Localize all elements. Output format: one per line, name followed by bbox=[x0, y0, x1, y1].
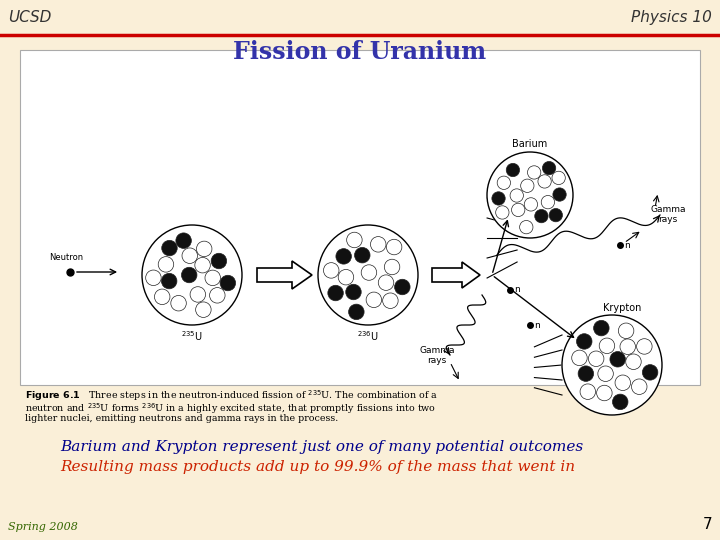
Circle shape bbox=[323, 262, 339, 278]
Circle shape bbox=[354, 247, 370, 263]
Text: n: n bbox=[514, 286, 520, 294]
Text: neutron and $^{235}$U forms $^{236}$U in a highly excited state, that promptly f: neutron and $^{235}$U forms $^{236}$U in… bbox=[25, 401, 436, 416]
Circle shape bbox=[577, 334, 592, 349]
Circle shape bbox=[642, 364, 658, 380]
Circle shape bbox=[511, 203, 525, 217]
Text: Gamma
rays: Gamma rays bbox=[419, 346, 455, 365]
Circle shape bbox=[510, 189, 523, 202]
Circle shape bbox=[145, 270, 161, 286]
Circle shape bbox=[593, 320, 609, 336]
Circle shape bbox=[598, 366, 613, 381]
Circle shape bbox=[196, 302, 211, 318]
Circle shape bbox=[190, 287, 206, 302]
Text: Physics 10: Physics 10 bbox=[631, 10, 712, 25]
Circle shape bbox=[176, 233, 192, 248]
Text: n: n bbox=[624, 240, 630, 249]
Circle shape bbox=[220, 275, 235, 291]
Text: Gamma
rays: Gamma rays bbox=[650, 205, 685, 225]
Circle shape bbox=[538, 175, 552, 188]
Circle shape bbox=[361, 265, 377, 280]
Circle shape bbox=[620, 339, 636, 354]
FancyBboxPatch shape bbox=[20, 50, 700, 385]
Circle shape bbox=[395, 279, 410, 295]
Circle shape bbox=[210, 288, 225, 303]
Text: Barium and Krypton represent just one of many potential outcomes: Barium and Krypton represent just one of… bbox=[60, 440, 583, 454]
Circle shape bbox=[542, 161, 556, 175]
Circle shape bbox=[626, 354, 642, 369]
Circle shape bbox=[631, 379, 647, 394]
Circle shape bbox=[328, 285, 343, 301]
Polygon shape bbox=[432, 262, 480, 288]
Circle shape bbox=[162, 240, 177, 256]
Text: Spring 2008: Spring 2008 bbox=[8, 522, 78, 532]
Text: $^{236}$U: $^{236}$U bbox=[357, 329, 379, 343]
Circle shape bbox=[155, 289, 170, 305]
Circle shape bbox=[541, 195, 554, 209]
Circle shape bbox=[498, 176, 510, 190]
Circle shape bbox=[588, 351, 604, 367]
Circle shape bbox=[552, 171, 565, 185]
Circle shape bbox=[572, 350, 588, 366]
Circle shape bbox=[520, 220, 533, 234]
Circle shape bbox=[348, 304, 364, 320]
Text: 7: 7 bbox=[703, 517, 712, 532]
Circle shape bbox=[158, 256, 174, 272]
Circle shape bbox=[495, 206, 509, 219]
Circle shape bbox=[171, 295, 186, 311]
Circle shape bbox=[599, 338, 615, 354]
Circle shape bbox=[182, 248, 197, 264]
Circle shape bbox=[346, 284, 361, 300]
Circle shape bbox=[371, 237, 386, 252]
Circle shape bbox=[636, 339, 652, 354]
Circle shape bbox=[535, 210, 548, 223]
Circle shape bbox=[181, 267, 197, 283]
Circle shape bbox=[378, 275, 394, 291]
Circle shape bbox=[142, 225, 242, 325]
Circle shape bbox=[318, 225, 418, 325]
Text: $\bf{Figure\ 6.1}$   Three steps in the neutron-induced fission of $^{235}$U. Th: $\bf{Figure\ 6.1}$ Three steps in the ne… bbox=[25, 388, 438, 403]
Circle shape bbox=[487, 152, 573, 238]
Circle shape bbox=[492, 192, 505, 205]
Circle shape bbox=[366, 292, 382, 308]
Circle shape bbox=[346, 232, 362, 248]
Circle shape bbox=[597, 385, 612, 401]
Circle shape bbox=[338, 269, 354, 285]
Text: Neutron: Neutron bbox=[49, 253, 83, 262]
Circle shape bbox=[613, 394, 628, 410]
Circle shape bbox=[506, 164, 520, 177]
Circle shape bbox=[387, 239, 402, 255]
Circle shape bbox=[382, 293, 398, 308]
Text: Krypton: Krypton bbox=[603, 303, 642, 313]
Circle shape bbox=[615, 375, 631, 390]
Text: Fission of Uranium: Fission of Uranium bbox=[233, 40, 487, 64]
Circle shape bbox=[211, 253, 227, 269]
Circle shape bbox=[610, 352, 626, 367]
Circle shape bbox=[580, 384, 595, 400]
Text: Barium: Barium bbox=[513, 139, 548, 149]
Circle shape bbox=[524, 198, 538, 211]
Circle shape bbox=[553, 188, 566, 201]
Circle shape bbox=[618, 323, 634, 339]
Circle shape bbox=[384, 259, 400, 275]
Circle shape bbox=[521, 179, 534, 192]
Text: n: n bbox=[534, 321, 540, 329]
Polygon shape bbox=[257, 261, 312, 289]
Circle shape bbox=[161, 273, 177, 289]
Circle shape bbox=[197, 241, 212, 256]
Text: $^{235}$U: $^{235}$U bbox=[181, 329, 203, 343]
Circle shape bbox=[549, 208, 562, 222]
Text: UCSD: UCSD bbox=[8, 10, 51, 25]
Circle shape bbox=[562, 315, 662, 415]
Circle shape bbox=[205, 270, 220, 286]
Circle shape bbox=[578, 366, 593, 381]
Circle shape bbox=[195, 258, 210, 273]
Text: Resulting mass products add up to 99.9% of the mass that went in: Resulting mass products add up to 99.9% … bbox=[60, 460, 575, 474]
Text: lighter nuclei, emitting neutrons and gamma rays in the process.: lighter nuclei, emitting neutrons and ga… bbox=[25, 414, 338, 423]
Circle shape bbox=[336, 248, 351, 264]
Circle shape bbox=[528, 166, 541, 179]
